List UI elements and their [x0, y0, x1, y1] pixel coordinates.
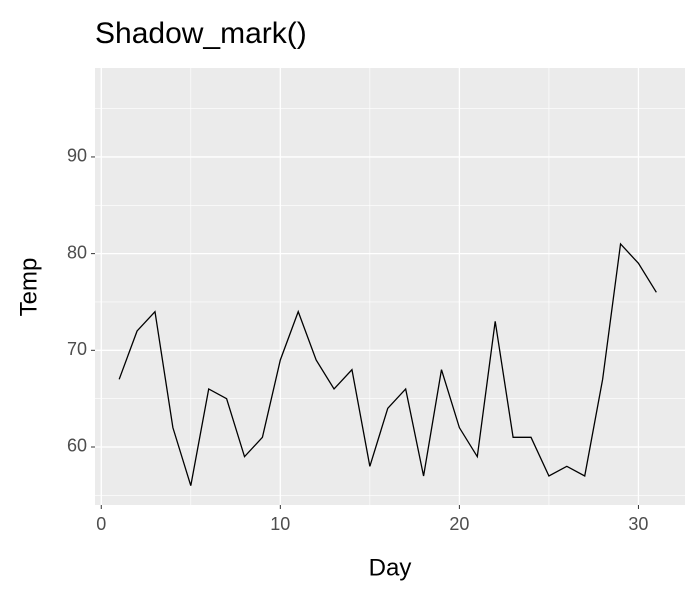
y-tick-label: 70	[67, 339, 87, 359]
y-axis-label: Temp	[15, 258, 42, 317]
x-tick-label: 10	[270, 514, 290, 534]
x-tick-label: 20	[449, 514, 469, 534]
x-axis-label: Day	[369, 554, 412, 581]
y-tick-label: 90	[67, 146, 87, 166]
y-tick-label: 80	[67, 242, 87, 262]
x-tick-label: 30	[628, 514, 648, 534]
line	[118, 242, 657, 486]
chart-title: Shadow_mark()	[95, 17, 307, 50]
x-tick-label: 0	[96, 514, 106, 534]
panel	[95, 68, 685, 505]
y-tick-label: 60	[67, 436, 87, 456]
